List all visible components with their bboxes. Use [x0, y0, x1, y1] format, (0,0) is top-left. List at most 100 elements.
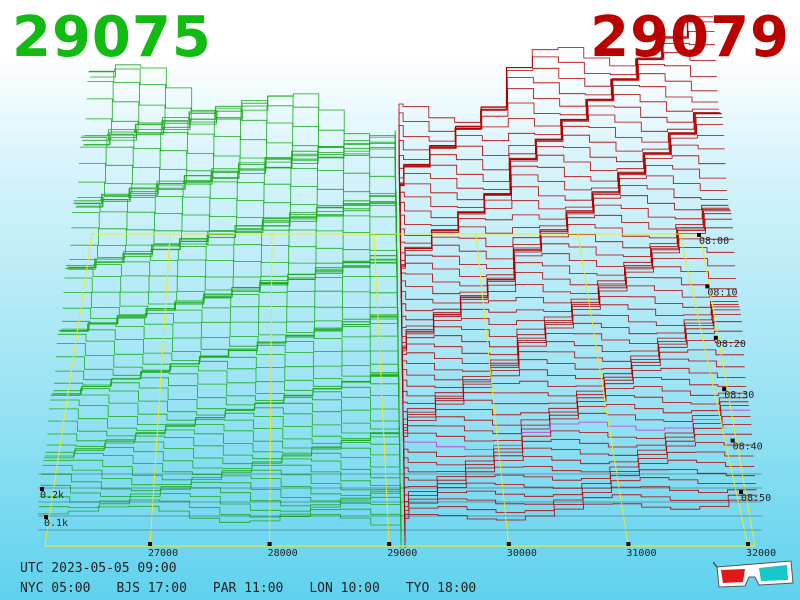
ask-depth-line — [398, 31, 715, 181]
ask-depth-line — [399, 52, 716, 193]
price-tick-label: 31000 — [626, 548, 656, 559]
bid-depth-line — [66, 264, 399, 343]
bid-depth-line — [84, 117, 396, 206]
price-gridline — [679, 233, 749, 547]
bid-depth-line — [81, 133, 397, 231]
bid-depth-line — [43, 459, 401, 511]
chart-labels: 27000 28000 29000 30000 31000 32000 0.1k 0.2k 08… — [40, 233, 776, 559]
clock-bjs: BJS 17:00 — [116, 581, 187, 596]
bid-depth-line — [75, 188, 398, 274]
bid-depth-line — [87, 81, 396, 187]
grid-left-edge — [44, 233, 93, 547]
bid-depth-line — [47, 429, 401, 480]
price-tick-label: 27000 — [148, 548, 178, 559]
price-tick-label: 32000 — [746, 548, 776, 559]
ask-depth-line — [403, 416, 751, 486]
bid-depth-line — [86, 98, 396, 193]
ask-depth-line — [403, 395, 748, 461]
bid-depth-line — [76, 184, 397, 268]
volume-tick — [44, 515, 48, 519]
bid-depth-line — [61, 308, 399, 374]
bid-depth-line — [88, 71, 396, 181]
ask-depth-line — [400, 135, 725, 262]
ask-depth-line — [402, 321, 742, 411]
ask-depth-line — [399, 112, 721, 231]
3d-glasses-icon[interactable] — [713, 559, 795, 589]
bid-depth-line — [41, 473, 401, 524]
bid-depth-line — [61, 313, 399, 380]
bid-depth-line — [48, 420, 401, 474]
bid-depth-line — [80, 137, 397, 237]
bid-depth-line — [82, 129, 397, 225]
price-tick — [626, 542, 631, 546]
price-gridline — [149, 233, 171, 547]
price-tick — [746, 542, 750, 546]
time-tick-label: 08:50 — [741, 493, 771, 504]
time-tick — [713, 335, 718, 340]
bid-depth-line — [44, 453, 401, 505]
ask-depth-line — [401, 218, 733, 330]
ask-depth-line — [399, 113, 722, 243]
bid-depth-line — [73, 202, 398, 293]
ask-depth-line — [401, 213, 732, 324]
ask-depth-line — [403, 433, 753, 499]
bid-depth-line — [59, 323, 399, 393]
bid-depth-line — [38, 505, 402, 548]
volume-tick-label: 0.1k — [44, 518, 68, 529]
price-tick-label: 29000 — [387, 548, 417, 559]
ask-depth-line — [404, 477, 756, 530]
bid-depth-line — [85, 111, 396, 200]
ask-depth-line — [403, 424, 752, 492]
time-tick — [697, 233, 701, 237]
ask-depth-line — [398, 21, 714, 175]
ask-depth-line — [404, 494, 758, 542]
ask-depth-line — [403, 386, 747, 455]
ask-depth-line — [404, 469, 755, 524]
price-gridline — [475, 233, 510, 547]
ask-depth-line — [400, 165, 727, 281]
bid-depth-line — [77, 180, 397, 262]
time-tick-label: 08:10 — [707, 287, 737, 298]
bid-depth-line — [62, 302, 399, 368]
bid-depth-line — [44, 447, 401, 499]
ask-depth-line — [401, 227, 733, 337]
bid-depth-line — [46, 435, 401, 486]
time-tick — [722, 387, 727, 392]
price-tick-label: 28000 — [268, 548, 298, 559]
bid-depth-line — [45, 441, 401, 492]
bid-depth-line — [78, 163, 397, 249]
bid-depth-line — [50, 394, 400, 455]
ask-depth-line — [399, 64, 717, 200]
price-gridline — [577, 233, 629, 547]
ask-depth-line — [401, 285, 738, 374]
clock-nyc: NYC 05:00 — [20, 581, 91, 596]
price-tick — [506, 542, 511, 546]
ask-depth-line — [401, 210, 731, 318]
best-bid-price: 29075 — [12, 5, 212, 70]
time-tick — [730, 438, 735, 443]
clock-tyo: TYO 18:00 — [405, 581, 477, 596]
price-tick — [387, 542, 392, 546]
bid-depth-line — [55, 356, 400, 418]
price-tick-label: 30000 — [507, 548, 537, 559]
ask-depth-line — [403, 405, 750, 474]
ask-depth-line — [400, 124, 724, 256]
time-tick — [705, 284, 710, 289]
ask-depth-line — [401, 238, 734, 343]
bid-depth-line — [38, 499, 402, 542]
time-tick-label: 08:00 — [699, 236, 729, 247]
ask-depth-line — [400, 209, 730, 312]
ask-depth-line — [399, 112, 722, 237]
bid-depth-line — [70, 238, 398, 312]
ask-depth-line — [404, 486, 757, 536]
ask-depth-line — [403, 401, 749, 467]
bid-depth-line — [78, 175, 397, 256]
ask-depth-line — [402, 309, 741, 399]
bid-depth-line — [64, 277, 399, 355]
ask-depth-line — [399, 94, 719, 218]
bid-depth-line — [90, 64, 396, 168]
bid-depth-line — [69, 244, 398, 318]
ask-depth-line — [402, 314, 741, 405]
bid-depth-line — [83, 123, 397, 218]
